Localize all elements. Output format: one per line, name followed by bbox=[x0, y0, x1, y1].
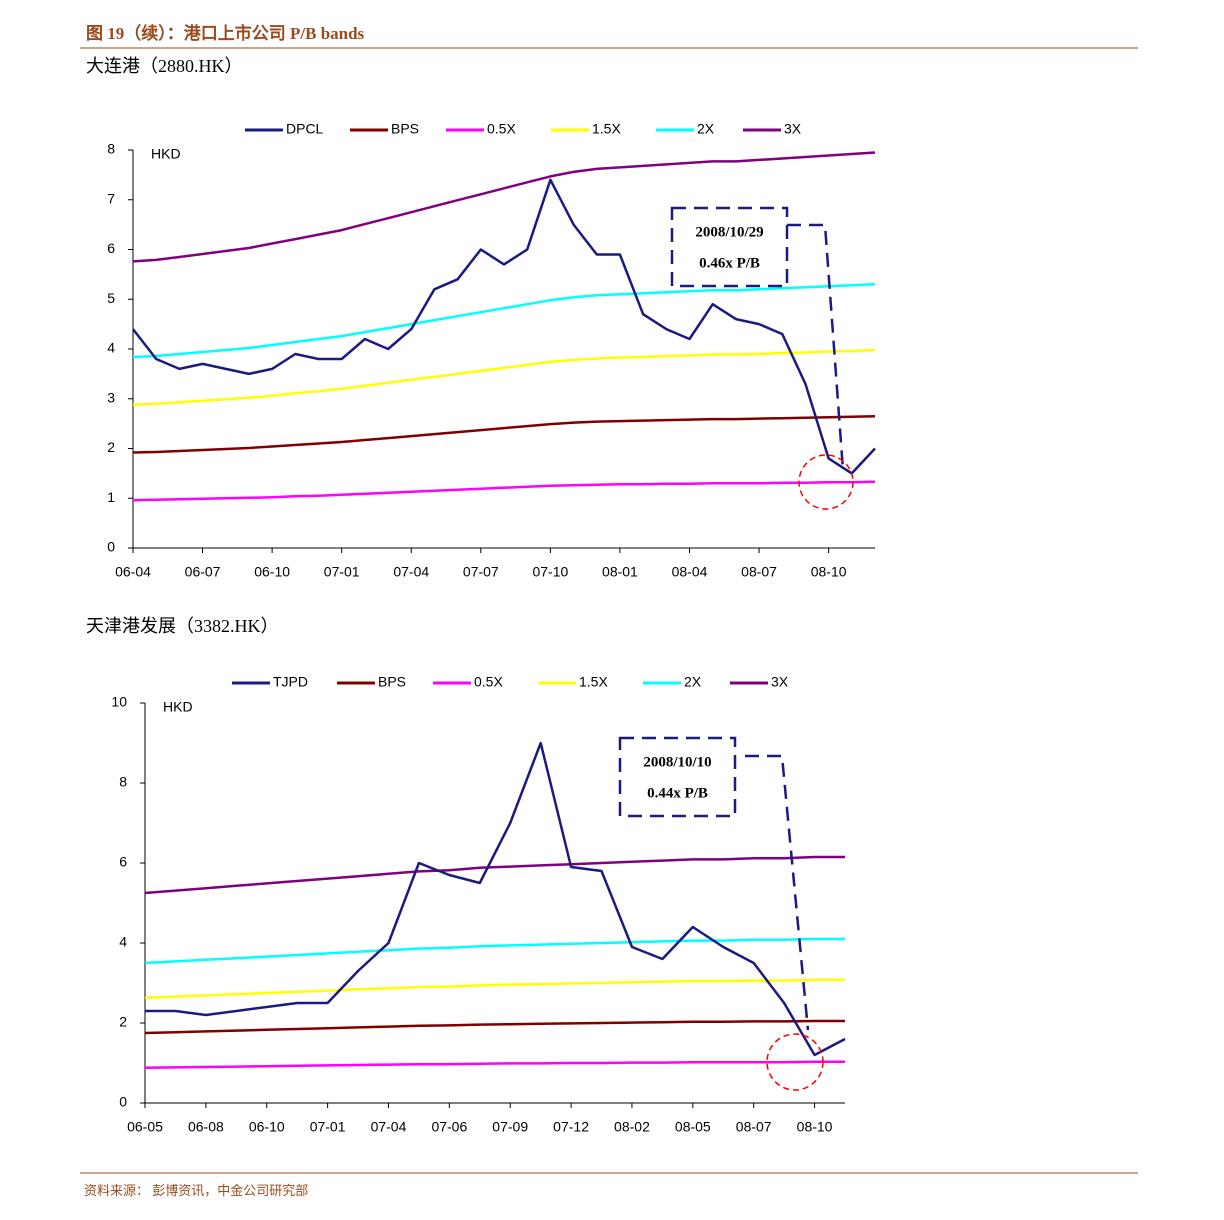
x-tick-label: 07-04 bbox=[393, 564, 429, 580]
legend-label: 2X bbox=[684, 674, 702, 690]
series-line bbox=[145, 741, 846, 1057]
x-tick-label: 06-05 bbox=[127, 1119, 163, 1135]
x-tick-label: 06-04 bbox=[115, 564, 151, 580]
highlight-circle bbox=[766, 1033, 824, 1091]
legend-label: DPCL bbox=[286, 121, 324, 137]
y-tick-label: 6 bbox=[119, 854, 127, 870]
x-tick-label: 08-07 bbox=[741, 564, 777, 580]
y-tick-label: 1 bbox=[107, 489, 115, 505]
series-line bbox=[144, 937, 845, 965]
y-tick-label: 2 bbox=[119, 1014, 127, 1030]
x-tick-label: 08-05 bbox=[675, 1119, 711, 1135]
y-tick-label: 7 bbox=[107, 190, 115, 206]
source-note: 资料来源： 彭博资讯，中金公司研究部 bbox=[84, 1183, 308, 1198]
legend-label: BPS bbox=[391, 121, 419, 137]
x-tick-label: 07-10 bbox=[532, 564, 568, 580]
annotation-text: 2008/10/29 bbox=[695, 224, 763, 240]
chart-title: 大连港（2880.HK） bbox=[86, 56, 243, 76]
series-line bbox=[132, 480, 876, 502]
series-line bbox=[132, 283, 876, 359]
annotation-box bbox=[670, 206, 789, 288]
series-line bbox=[144, 1019, 845, 1035]
annotation-text: 0.46x P/B bbox=[699, 255, 760, 271]
y-axis-label: HKD bbox=[151, 146, 181, 162]
x-tick-label: 08-02 bbox=[614, 1119, 650, 1135]
annotation-text: 2008/10/10 bbox=[643, 754, 711, 770]
x-tick-label: 07-12 bbox=[553, 1119, 589, 1135]
y-tick-label: 5 bbox=[107, 290, 115, 306]
legend-label: 2X bbox=[697, 121, 715, 137]
x-tick-label: 08-01 bbox=[602, 564, 638, 580]
x-tick-label: 08-10 bbox=[797, 1119, 833, 1135]
chart-title: 天津港发展（3382.HK） bbox=[86, 616, 279, 636]
legend-label: 0.5X bbox=[474, 674, 503, 690]
y-axis-label: HKD bbox=[163, 699, 193, 715]
annotation-text: 0.44x P/B bbox=[647, 785, 708, 801]
series-line bbox=[132, 348, 876, 406]
legend-label: BPS bbox=[378, 674, 406, 690]
legend-label: 1.5X bbox=[579, 674, 608, 690]
x-tick-label: 06-10 bbox=[249, 1119, 285, 1135]
y-tick-label: 8 bbox=[107, 141, 115, 157]
annotation-leader bbox=[745, 754, 810, 1031]
series-line bbox=[132, 151, 876, 263]
y-tick-label: 4 bbox=[107, 340, 115, 356]
x-tick-label: 07-04 bbox=[371, 1119, 407, 1135]
y-tick-label: 0 bbox=[107, 539, 115, 555]
x-tick-label: 06-08 bbox=[188, 1119, 224, 1135]
y-tick-label: 0 bbox=[119, 1094, 127, 1110]
series-line bbox=[132, 414, 876, 454]
series-line bbox=[144, 1060, 845, 1070]
legend-label: 3X bbox=[771, 674, 789, 690]
x-tick-label: 08-04 bbox=[672, 564, 708, 580]
x-tick-label: 07-06 bbox=[431, 1119, 467, 1135]
x-tick-label: 06-07 bbox=[185, 564, 221, 580]
x-tick-label: 07-07 bbox=[463, 564, 499, 580]
legend-label: 3X bbox=[784, 121, 802, 137]
y-tick-label: 8 bbox=[119, 774, 127, 790]
series-line bbox=[144, 978, 845, 1000]
legend-label: 0.5X bbox=[487, 121, 516, 137]
series-line bbox=[132, 178, 876, 475]
figure-title: 图 19（续）：港口上市公司 P/B bands bbox=[86, 23, 365, 43]
y-tick-label: 10 bbox=[111, 694, 127, 710]
annotation-leader bbox=[787, 223, 845, 471]
y-tick-label: 6 bbox=[107, 240, 115, 256]
x-tick-label: 06-10 bbox=[254, 564, 290, 580]
legend-label: 1.5X bbox=[592, 121, 621, 137]
highlight-circle bbox=[798, 454, 854, 510]
x-tick-label: 08-07 bbox=[736, 1119, 772, 1135]
y-tick-label: 3 bbox=[107, 389, 115, 405]
x-tick-label: 07-01 bbox=[324, 564, 360, 580]
x-tick-label: 08-10 bbox=[811, 564, 847, 580]
y-tick-label: 4 bbox=[119, 934, 127, 950]
annotation-box bbox=[618, 736, 737, 818]
x-tick-label: 07-01 bbox=[310, 1119, 346, 1135]
y-tick-label: 2 bbox=[107, 439, 115, 455]
x-tick-label: 07-09 bbox=[492, 1119, 528, 1135]
legend-label: TJPD bbox=[273, 674, 308, 690]
series-line bbox=[144, 855, 845, 895]
